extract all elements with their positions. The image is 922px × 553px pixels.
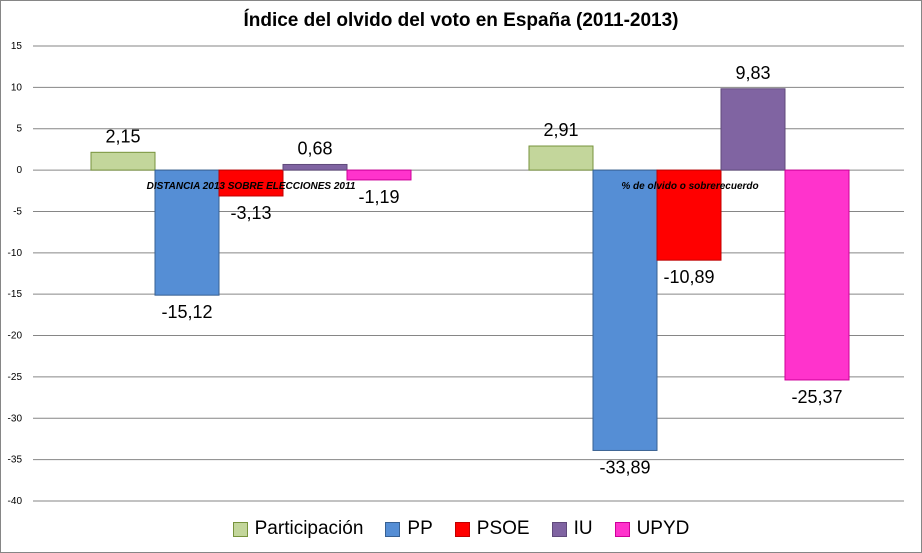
bar-participación <box>90 151 156 171</box>
y-tick-label: -15 <box>8 289 23 300</box>
legend-item-pp: PP <box>385 518 433 540</box>
data-label: -33,89 <box>599 457 650 477</box>
y-tick-label: -35 <box>8 455 23 466</box>
bar-psoe <box>218 169 284 197</box>
y-tick-label: 0 <box>16 165 22 176</box>
bar-psoe <box>656 169 722 261</box>
data-label: 2,15 <box>105 126 140 146</box>
bar-iu <box>720 88 786 171</box>
data-label: -3,13 <box>230 203 271 223</box>
data-label: -25,37 <box>791 387 842 407</box>
y-tick-label: -25 <box>8 372 23 383</box>
bar-pp <box>154 169 220 296</box>
data-label: 9,83 <box>735 63 770 83</box>
bar-upyd <box>784 169 850 381</box>
legend-item-iu: IU <box>551 518 593 540</box>
y-tick-label: 10 <box>11 82 23 93</box>
legend-label: PP <box>407 518 433 539</box>
legend-item-participación: Participación <box>232 518 364 540</box>
legend-swatch <box>614 521 630 537</box>
y-tick-label: 5 <box>16 124 22 135</box>
bar-participación <box>528 145 594 171</box>
data-label: -10,89 <box>663 267 714 287</box>
legend-swatch <box>385 521 401 537</box>
bar-pp <box>592 169 658 451</box>
legend-label: Participación <box>254 518 364 539</box>
chart-title: Índice del olvido del voto en España (20… <box>243 10 679 31</box>
legend-label: UPYD <box>636 518 690 539</box>
chart-legend: Participación PP PSOE IU UPYD <box>0 518 922 540</box>
legend-swatch <box>551 521 567 537</box>
y-tick-label: -5 <box>13 206 22 217</box>
bar-upyd <box>346 169 412 181</box>
legend-item-psoe: PSOE <box>454 518 530 540</box>
y-tick-label: -40 <box>8 496 23 507</box>
data-label: 2,91 <box>543 120 578 140</box>
data-label: -1,19 <box>358 187 399 207</box>
category-label: % de olvido o sobrerecuerdo <box>621 181 758 192</box>
y-tick-label: -10 <box>8 248 23 259</box>
category-label: DISTANCIA 2013 SOBRE ELECCIONES 2011 <box>147 181 356 192</box>
data-label: 0,68 <box>297 138 332 158</box>
y-tick-label: 15 <box>11 41 23 52</box>
legend-label: PSOE <box>476 518 530 539</box>
bar-iu <box>282 163 348 171</box>
y-tick-label: -20 <box>8 331 23 342</box>
y-tick-label: -30 <box>8 413 23 424</box>
legend-item-upyd: UPYD <box>614 518 690 540</box>
legend-label: IU <box>573 518 593 539</box>
legend-swatch <box>232 521 248 537</box>
legend-swatch <box>454 521 470 537</box>
data-label: -15,12 <box>161 302 212 322</box>
